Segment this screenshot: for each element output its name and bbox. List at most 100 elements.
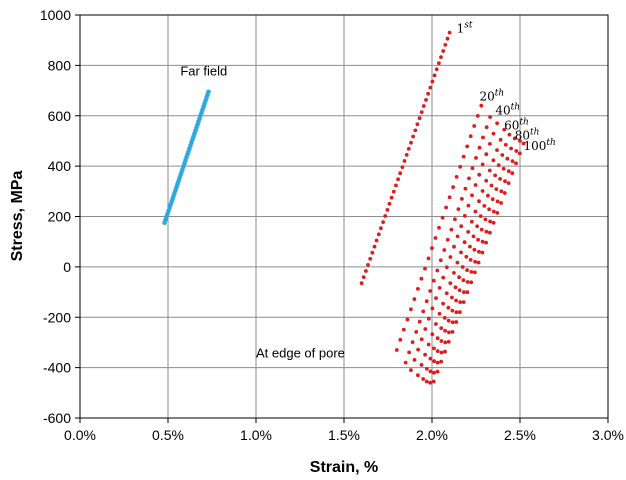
pore-edge-point [416, 347, 420, 352]
y-tick-label: -400 [43, 360, 71, 376]
pore-edge-point [442, 316, 447, 320]
pore-edge-point [458, 164, 463, 169]
pore-edge-point [484, 240, 488, 245]
pore-edge-point [431, 379, 436, 384]
pore-edge-point [416, 373, 420, 378]
pore-edge-point [439, 326, 444, 330]
pore-edge-point [405, 317, 410, 322]
pore-edge-point [495, 121, 499, 126]
x-axis-title: Strain, % [310, 459, 378, 476]
y-tick-label: 400 [48, 158, 72, 174]
pore-edge-point [484, 125, 489, 130]
pore-edge-point [445, 36, 450, 41]
pore-edge-point [460, 265, 465, 269]
pore-edge-point [443, 349, 447, 354]
pore-edge-point [488, 142, 492, 146]
pore-edge-point [407, 350, 411, 355]
pore-edge-point [417, 319, 422, 324]
pore-edge-point [446, 318, 451, 323]
pore-edge-point [409, 140, 413, 145]
pore-edge-point [463, 186, 468, 191]
pore-edge-point [475, 224, 479, 229]
pore-edge-point [503, 179, 507, 184]
pore-edge-point [488, 115, 492, 119]
x-tick-label: 2.0% [416, 427, 448, 443]
y-tick-label: -200 [43, 309, 71, 325]
pore-edge-point [374, 238, 379, 243]
pore-edge-point [411, 134, 415, 139]
pore-edge-point [473, 259, 477, 264]
pore-edge-point [379, 226, 383, 231]
pore-edge-point [506, 181, 511, 186]
pore-edge-point [468, 244, 472, 249]
pore-edge-point [450, 295, 454, 300]
pore-edge-point [437, 61, 441, 66]
y-axis-ticks: -600 -400 -200 0 200 400 600 800 1000 [40, 7, 80, 426]
pore-edge-point [462, 240, 467, 245]
pore-edge-point [450, 320, 455, 325]
pore-edge-point [364, 269, 368, 273]
pore-edge-point [484, 152, 489, 157]
pore-edge-point [499, 201, 503, 205]
pore-edge-point [443, 340, 448, 345]
pore-edge-point [396, 177, 400, 182]
pore-edge-point [404, 153, 409, 157]
pore-edge-point [423, 352, 427, 357]
pore-edge-point [465, 280, 470, 284]
pore-edge-point [381, 220, 385, 225]
pore-edge-point [437, 311, 442, 316]
pore-edge-point [424, 98, 428, 102]
pore-edge-point [473, 183, 478, 187]
pore-edge-point [421, 309, 426, 314]
pore-edge-point [473, 270, 477, 275]
pore-edge-point [495, 199, 500, 204]
x-tick-label: 3.0% [592, 427, 624, 443]
pore-edge-point [430, 332, 435, 337]
cycle-label: 40th [495, 102, 520, 117]
pore-edge-point [490, 197, 495, 202]
pore-edge-point [496, 163, 501, 168]
pore-edge-point [385, 208, 390, 212]
pore-edge-point [488, 230, 492, 235]
pore-edge-point [487, 168, 492, 173]
pore-edge-point [444, 265, 449, 270]
pore-edge-point [470, 193, 474, 198]
pore-edge-point [424, 379, 429, 384]
pore-edge-point [454, 298, 458, 303]
pore-edge-point [435, 268, 440, 273]
pore-edge-point [458, 300, 463, 304]
pore-edge-point [489, 183, 494, 188]
pore-edge-point [439, 350, 444, 355]
pore-edge-point [383, 214, 388, 218]
pore-edge-point [430, 306, 435, 311]
pore-edge-point [437, 286, 442, 290]
pore-edge-point [421, 377, 426, 381]
pore-edge-point [428, 369, 433, 374]
pore-edge-point [444, 291, 449, 296]
pore-edge-point [455, 260, 460, 265]
pore-edge-point [359, 281, 364, 286]
pore-edge-point [415, 122, 420, 127]
pore-edge-point [466, 230, 471, 234]
pore-edge-point [446, 305, 451, 310]
pore-edge-point [479, 227, 484, 232]
pore-edge-point [512, 136, 517, 141]
pore-edge-point [510, 171, 515, 176]
pore-edge-point [391, 189, 396, 194]
cycle-label: 20th [480, 89, 505, 104]
pore-edge-point [421, 104, 426, 108]
pore-edge-point [459, 250, 463, 255]
pore-edge-point [454, 175, 459, 179]
pore-edge-point [498, 137, 503, 142]
pore-edge-point [426, 342, 431, 347]
pore-edge-point [451, 185, 455, 190]
pore-edge-point [493, 173, 497, 178]
pore-edge-point [477, 249, 481, 254]
pore-edge-point [458, 310, 462, 314]
pore-edge-point [435, 360, 440, 365]
pore-edge-point [486, 193, 490, 198]
pore-edge-point [433, 236, 438, 240]
pore-edge-point [483, 217, 488, 222]
pore-edge-point [510, 159, 515, 164]
